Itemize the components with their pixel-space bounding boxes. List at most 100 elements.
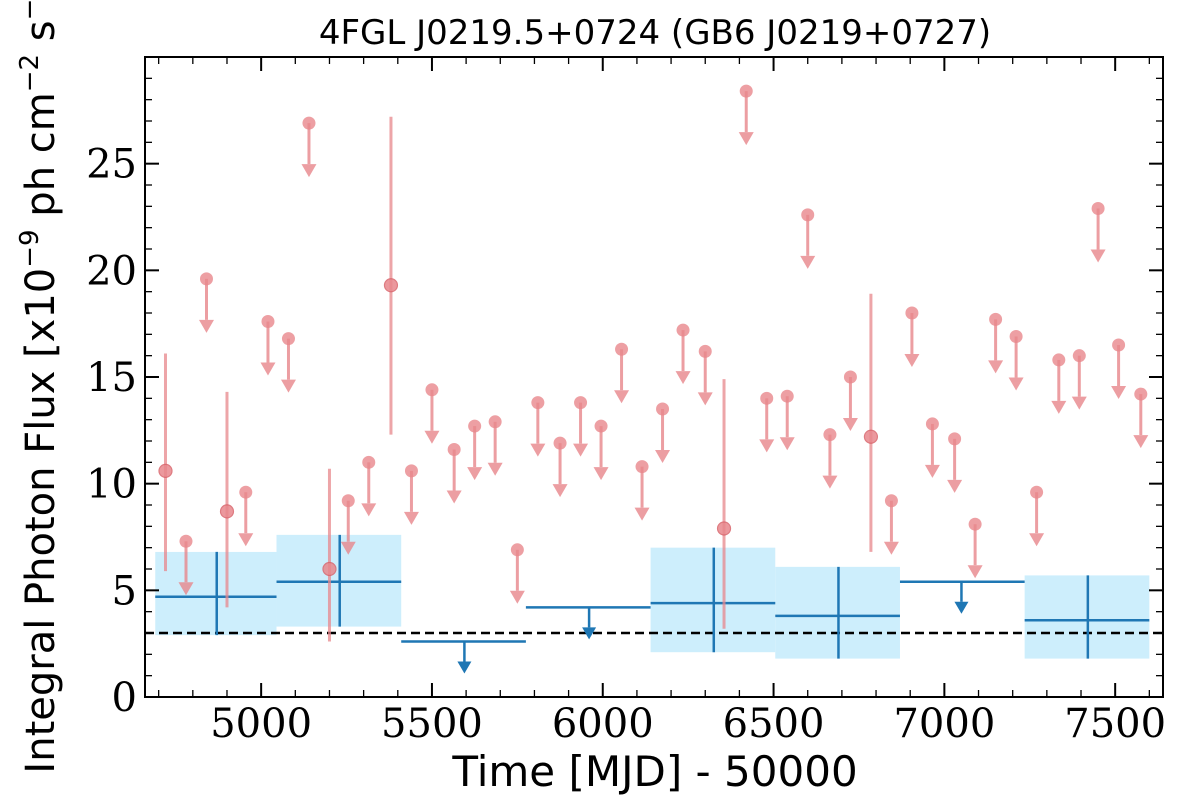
fine-upper-limit-point <box>615 342 629 356</box>
fine-upper-limit-arrow <box>947 438 963 493</box>
fine-upper-limit-point <box>968 517 982 531</box>
fine-upper-limit-point <box>780 389 794 403</box>
y-axis-label-exp3: −1 <box>15 0 45 20</box>
fine-upper-limit-arrow-head <box>738 132 754 146</box>
fine-upper-limit-arrow <box>280 338 296 393</box>
y-tick-label: 0 <box>112 675 137 721</box>
fine-upper-limit-point <box>760 391 774 405</box>
fine-upper-limit-arrow-head <box>883 541 899 555</box>
fine-upper-limit-point <box>656 402 670 416</box>
fine-upper-limit-point <box>594 419 608 433</box>
coarse-upper-limit-arrow <box>954 581 969 614</box>
fine-upper-limit-arrow-head <box>573 443 589 457</box>
fine-upper-limit-arrow-head <box>1008 377 1024 391</box>
fine-upper-limit-arrow <box>924 423 940 478</box>
fine-upper-limit-arrow <box>904 313 920 367</box>
fine-upper-limit-arrow-head <box>467 467 483 481</box>
fine-upper-limit-point <box>823 428 837 442</box>
fine-upper-limit-arrow <box>738 91 754 146</box>
fine-upper-limit-arrow-head <box>260 362 276 376</box>
plot-area <box>145 84 1163 674</box>
x-tick-label: 5000 <box>210 701 312 747</box>
y-tick-label: 15 <box>86 355 137 401</box>
fine-upper-limit-arrow-head <box>238 533 254 547</box>
fine-upper-limit-arrow <box>260 321 276 376</box>
fine-upper-limit-point <box>698 344 712 358</box>
fine-upper-limit-arrow-head <box>697 392 713 406</box>
fine-upper-limit-arrow <box>446 449 462 504</box>
fine-upper-limit-point <box>341 494 355 508</box>
fine-upper-limit-point <box>801 208 815 222</box>
fine-upper-limit-arrow <box>509 549 525 604</box>
fine-upper-limit-arrow <box>842 377 858 431</box>
fine-upper-limit-arrow-head <box>842 418 858 431</box>
y-axis-label: Integral Photon Flux [x10−9 ph cm−2 s−1] <box>15 0 64 774</box>
fine-upper-limit-point <box>676 323 690 337</box>
fine-upper-limit-point <box>1091 201 1105 215</box>
fine-upper-limit-point <box>884 494 898 508</box>
fine-upper-limit-point <box>553 436 567 450</box>
x-axis-label: Time [MJD] - 50000 <box>451 747 857 796</box>
fine-upper-limit-arrow <box>883 500 899 555</box>
fine-upper-limit-arrow-head <box>759 439 775 453</box>
fine-upper-limit-arrow-head <box>655 450 671 463</box>
fine-upper-limit-arrow-head <box>509 590 525 604</box>
fine-upper-limit-arrow <box>1090 208 1106 263</box>
fine-upper-limit-arrow <box>967 524 983 579</box>
fine-upper-limit-point <box>1112 338 1126 352</box>
fine-upper-limit-point <box>635 460 649 474</box>
fine-upper-limit-arrow <box>822 434 838 489</box>
y-tick-label: 20 <box>86 248 137 294</box>
fine-upper-limit-arrow <box>593 426 609 481</box>
fine-upper-limit-point <box>425 383 439 397</box>
fine-upper-limit-arrow-head <box>1029 533 1045 547</box>
fine-upper-limit-arrow <box>675 330 691 385</box>
fine-upper-limit-arrow <box>530 402 546 457</box>
fine-upper-limit-point <box>404 464 418 478</box>
fine-upper-limit-arrow <box>1051 359 1067 414</box>
fine-upper-limit-arrow <box>1071 355 1087 410</box>
fine-upper-limit-arrow-head <box>403 511 419 525</box>
fine-upper-limit-arrow-head <box>924 464 940 478</box>
fine-upper-limit-arrow-head <box>1051 400 1067 414</box>
fine-upper-limit-arrow <box>614 349 630 404</box>
fine-upper-limit-arrow-head <box>1111 386 1127 399</box>
fine-upper-limit-arrow <box>634 466 650 521</box>
fine-upper-limit-arrow-head <box>424 430 440 444</box>
fine-upper-limit-point <box>925 417 939 431</box>
y-axis-label-exp1: −9 <box>15 229 45 267</box>
fine-upper-limit-arrow-head <box>988 360 1004 374</box>
fine-upper-limit-point <box>1009 329 1023 343</box>
fine-upper-limit-arrow <box>178 541 194 596</box>
fine-upper-limit-arrow-head <box>822 475 838 489</box>
fine-upper-limit-arrow <box>467 426 483 481</box>
fine-upper-limit-point <box>905 306 919 320</box>
fine-upper-limit-arrow <box>340 500 356 555</box>
fine-upper-limit-point <box>510 543 524 557</box>
fine-upper-limit-point <box>843 370 857 384</box>
fine-upper-limit-point <box>281 332 295 346</box>
fine-upper-limit-point <box>989 312 1003 326</box>
fine-upper-limit-arrow-head <box>301 164 317 178</box>
y-axis-label-exp2: −2 <box>15 54 45 92</box>
fine-upper-limit-arrow <box>697 351 713 406</box>
fine-upper-limit-arrow-head <box>593 467 609 481</box>
fine-upper-limit-point <box>1052 353 1066 367</box>
fine-upper-limit-point <box>199 272 213 286</box>
coarse-upper-limit-arrow <box>582 607 597 640</box>
fine-upper-limit-arrow <box>198 278 214 333</box>
axes: 5000 5500 6000 6500 7000 7500 0 5 10 15 20 25 <box>86 56 1166 747</box>
fine-upper-limit-arrow-head <box>446 490 462 504</box>
coarse-upper-limit-arrow-head <box>582 627 597 640</box>
fine-upper-limit-point <box>574 396 588 410</box>
y-axis-label-mid2: s <box>18 20 64 54</box>
fine-upper-limit-arrow-head <box>967 565 983 579</box>
fine-bin-point <box>716 521 732 536</box>
fine-upper-limit-arrow <box>361 462 377 517</box>
fine-bin-point <box>322 561 337 577</box>
fine-upper-limit-arrow-head <box>904 354 920 367</box>
fine-upper-limit-arrow <box>759 398 775 453</box>
coarse-upper-limit-arrow-head <box>457 661 472 674</box>
fine-upper-limit-arrow-head <box>675 371 691 385</box>
